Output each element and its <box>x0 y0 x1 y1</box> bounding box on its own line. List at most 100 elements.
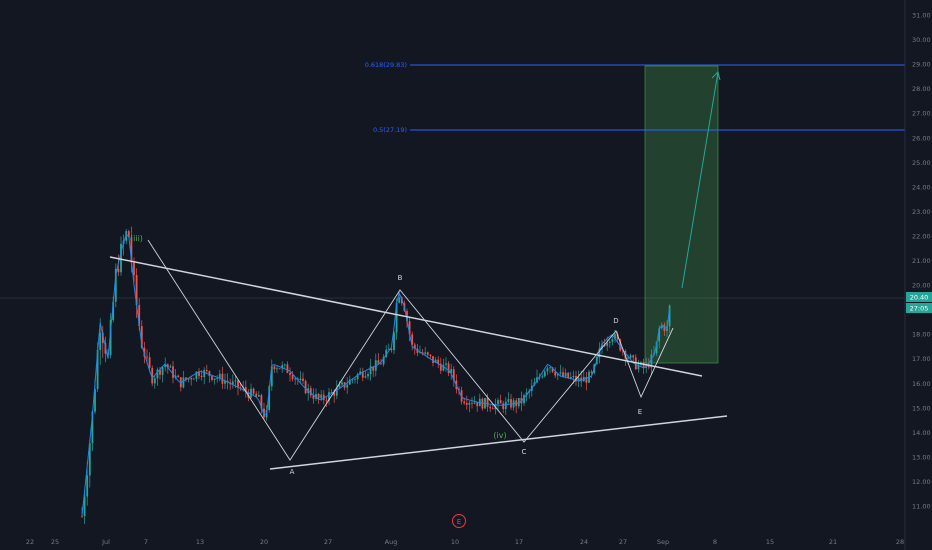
price-tick-label: 15.00 <box>912 404 931 412</box>
candle-body <box>424 352 427 354</box>
event-marker[interactable] <box>452 514 466 528</box>
candle-body <box>632 355 635 358</box>
candle-body <box>385 349 388 358</box>
candle-body <box>364 376 367 378</box>
candle-body <box>577 377 580 382</box>
candle-body <box>390 349 393 351</box>
price-tick-label: 18.00 <box>912 331 931 339</box>
candle-body <box>504 401 507 410</box>
candle-body <box>510 399 512 408</box>
price-tick-label: 29.00 <box>912 61 931 69</box>
candle-body <box>273 366 276 370</box>
candle-body <box>341 382 343 385</box>
price-tick-label: 26.00 <box>912 134 931 142</box>
candle-body <box>637 364 640 370</box>
candle-body <box>567 372 570 379</box>
candle-body <box>169 366 172 368</box>
candle-body <box>562 372 564 377</box>
candle-body <box>645 363 648 368</box>
candle-body <box>398 297 401 303</box>
candle-body <box>549 367 551 369</box>
candle-body <box>465 403 468 405</box>
price-axis[interactable]: 11.00 12.00 13.00 14.00 15.00 16.00 17.00 18.00… <box>912 0 931 511</box>
candle-body <box>486 397 489 407</box>
candle-body <box>244 387 247 392</box>
candle-body <box>156 369 159 379</box>
candle-body <box>120 243 122 273</box>
candle-body <box>627 357 629 359</box>
candle-body <box>569 377 572 379</box>
candle-body <box>468 402 471 405</box>
price-tick-label: 30.00 <box>912 36 931 44</box>
candle-body <box>140 326 143 348</box>
candle-body <box>164 364 167 367</box>
candle-body <box>333 392 336 396</box>
candle-body <box>291 375 294 380</box>
candle-body <box>192 378 195 380</box>
candle-body <box>608 341 611 343</box>
candle-body <box>161 366 164 375</box>
candle-body <box>187 378 190 380</box>
price-tick-label: 11.00 <box>912 503 931 511</box>
candle-body <box>166 364 169 368</box>
time-axis[interactable]: 22 25 Jul 7 13 20 27 Aug 10 17 24 27 Sep 8 15 21 28 <box>26 538 904 546</box>
candle-body <box>281 365 284 369</box>
time-tick-label: 24 <box>580 538 588 546</box>
candle-body <box>507 399 510 402</box>
candle-body <box>328 392 330 401</box>
time-tick-label: 17 <box>515 538 523 546</box>
time-tick-label: Aug <box>385 538 398 546</box>
candle-body <box>325 399 328 401</box>
candle-body <box>221 373 224 384</box>
wave-label-d: D <box>613 317 618 325</box>
candle-body <box>182 377 185 388</box>
candle-body <box>489 406 492 409</box>
price-tick-label: 13.00 <box>912 453 931 461</box>
time-tick-label: 21 <box>829 538 837 546</box>
candle-body <box>213 378 216 381</box>
candle-body <box>442 364 445 371</box>
candle-body <box>151 367 154 384</box>
candle-body <box>283 364 286 366</box>
fib-label-0618: 0.618(29.83) <box>365 61 407 69</box>
candle-body <box>554 371 557 376</box>
candle-body <box>138 305 141 327</box>
time-tick-label: 7 <box>144 538 148 546</box>
candle-body <box>499 400 502 404</box>
candle-body <box>190 378 193 380</box>
target-box[interactable] <box>644 65 719 364</box>
candle-body <box>159 369 161 375</box>
candle-body <box>315 393 317 399</box>
candle-body <box>203 369 206 377</box>
candle-body <box>148 357 151 368</box>
price-tick-label: 24.00 <box>912 183 931 191</box>
candle-body <box>660 324 663 329</box>
candle-body <box>96 350 99 390</box>
candle-body <box>317 393 320 399</box>
price-tick-label: 27.00 <box>912 110 931 118</box>
candle-body <box>153 378 156 384</box>
candle-body <box>268 386 271 410</box>
candle-body <box>434 359 437 363</box>
candle-body <box>395 302 398 333</box>
lower-trendline[interactable] <box>269 415 728 470</box>
wave-label-e: E <box>638 408 642 416</box>
wave-label-iv: (iv) <box>493 431 506 440</box>
candle-body <box>372 366 375 371</box>
last-price-value: 20.40 <box>910 294 929 302</box>
candle-body <box>369 366 372 375</box>
time-tick-label: 22 <box>26 538 34 546</box>
countdown-tag <box>906 303 932 313</box>
time-tick-label: 27 <box>324 538 332 546</box>
candle-body <box>471 402 473 404</box>
candle-body <box>419 352 421 354</box>
candle-body <box>185 377 187 380</box>
candle-body <box>546 368 549 372</box>
time-tick-label: 10 <box>451 538 459 546</box>
wave-label-b: B <box>398 274 403 282</box>
upper-trendline[interactable] <box>109 256 703 377</box>
candle-body <box>559 372 562 374</box>
candle-body <box>348 379 351 385</box>
price-tick-label: 12.00 <box>912 478 931 486</box>
